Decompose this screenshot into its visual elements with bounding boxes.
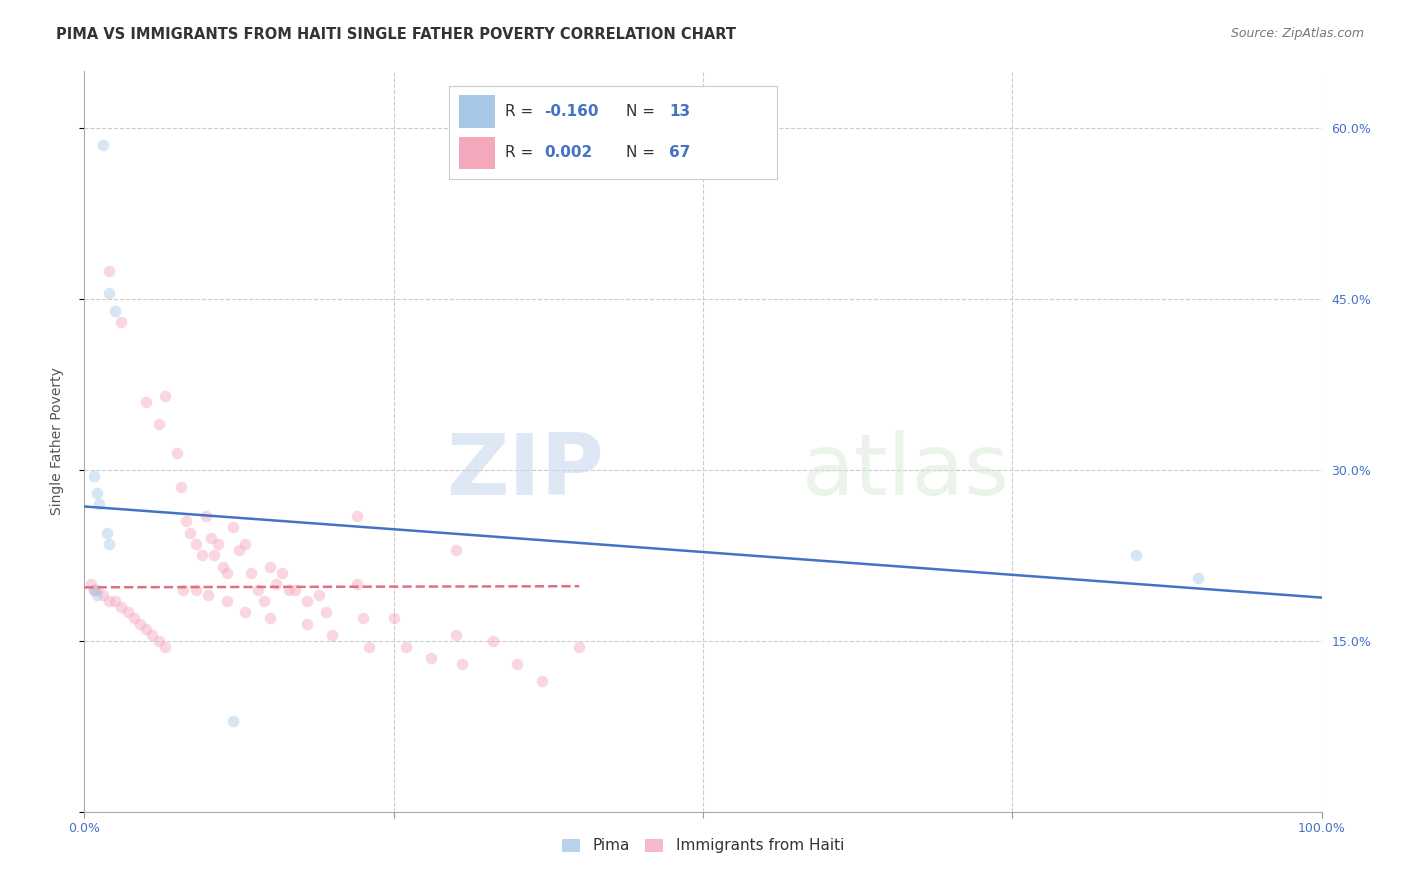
Point	[215, 594, 238, 608]
Point	[135, 394, 157, 409]
Point	[200, 532, 222, 546]
Text: PIMA VS IMMIGRANTS FROM HAITI SINGLE FATHER POVERTY CORRELATION CHART: PIMA VS IMMIGRANTS FROM HAITI SINGLE FAT…	[56, 27, 737, 42]
Point	[308, 588, 330, 602]
Point	[122, 611, 145, 625]
Point	[86, 588, 108, 602]
Point	[83, 582, 105, 597]
Point	[86, 582, 108, 597]
Point	[295, 594, 318, 608]
Point	[568, 640, 591, 654]
Point	[253, 594, 276, 608]
Point	[170, 480, 193, 494]
Point	[96, 525, 118, 540]
Point	[194, 508, 217, 523]
Point	[506, 657, 529, 671]
Point	[352, 611, 374, 625]
Point	[444, 628, 467, 642]
Point	[179, 525, 201, 540]
Point	[284, 582, 307, 597]
Point	[110, 315, 132, 329]
Point	[110, 599, 132, 614]
Point	[207, 537, 229, 551]
Legend: Pima, Immigrants from Haiti: Pima, Immigrants from Haiti	[555, 832, 851, 860]
Point	[174, 514, 197, 528]
Point	[148, 417, 170, 432]
Point	[91, 588, 114, 602]
Point	[233, 606, 256, 620]
Point	[228, 542, 250, 557]
Point	[148, 633, 170, 648]
Point	[98, 263, 121, 277]
Point	[295, 616, 318, 631]
Point	[1187, 571, 1209, 585]
Point	[450, 657, 472, 671]
Point	[246, 582, 269, 597]
Point	[315, 606, 337, 620]
Point	[83, 582, 105, 597]
Point	[277, 582, 299, 597]
Point	[259, 611, 281, 625]
Point	[86, 485, 108, 500]
Point	[531, 673, 554, 688]
Point	[222, 714, 245, 728]
Point	[212, 559, 235, 574]
Point	[129, 616, 152, 631]
Point	[104, 303, 127, 318]
Point	[91, 138, 114, 153]
Point	[233, 537, 256, 551]
Point	[202, 549, 225, 563]
Point	[271, 566, 294, 580]
Y-axis label: Single Father Poverty: Single Father Poverty	[49, 368, 63, 516]
Point	[444, 542, 467, 557]
Point	[382, 611, 405, 625]
Text: ZIP: ZIP	[446, 430, 605, 513]
Point	[264, 577, 287, 591]
Point	[98, 286, 121, 301]
Point	[184, 537, 207, 551]
Point	[215, 566, 238, 580]
Point	[346, 508, 368, 523]
Point	[117, 606, 139, 620]
Point	[346, 577, 368, 591]
Point	[259, 559, 281, 574]
Point	[83, 468, 105, 483]
Point	[135, 623, 157, 637]
Point	[153, 389, 176, 403]
Point	[184, 582, 207, 597]
Point	[172, 582, 194, 597]
Point	[191, 549, 214, 563]
Point	[419, 651, 441, 665]
Point	[321, 628, 343, 642]
Point	[89, 497, 111, 511]
Text: Source: ZipAtlas.com: Source: ZipAtlas.com	[1230, 27, 1364, 40]
Point	[395, 640, 418, 654]
Point	[481, 633, 503, 648]
Point	[222, 520, 245, 534]
Point	[79, 577, 101, 591]
Point	[153, 640, 176, 654]
Point	[98, 594, 121, 608]
Point	[166, 446, 188, 460]
Point	[104, 594, 127, 608]
Point	[357, 640, 380, 654]
Point	[1125, 549, 1147, 563]
Point	[197, 588, 219, 602]
Point	[141, 628, 163, 642]
Text: atlas: atlas	[801, 430, 1010, 513]
Point	[240, 566, 263, 580]
Point	[98, 537, 121, 551]
